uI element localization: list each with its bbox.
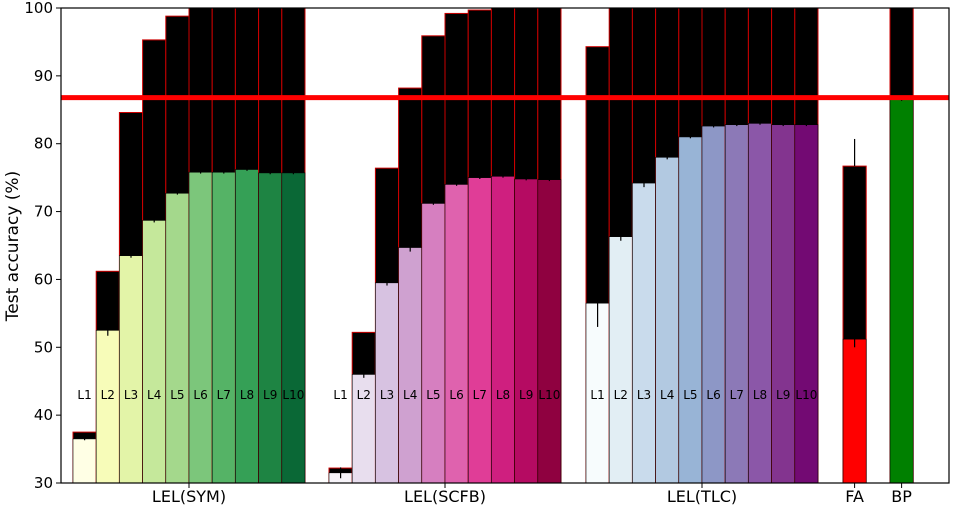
value-bar [119, 255, 143, 484]
value-bar [724, 124, 749, 484]
value-bar [211, 171, 236, 484]
layer-label: L9 [263, 388, 277, 402]
layer-label: L1 [333, 388, 347, 402]
layer-label: L7 [217, 388, 231, 402]
value-bar [748, 123, 772, 484]
y-axis-label: Test accuracy (%) [3, 171, 23, 322]
layer-label: L8 [240, 388, 254, 402]
value-bar [632, 182, 656, 484]
layer-label: L5 [426, 388, 440, 402]
value-bar [142, 220, 167, 484]
plot-frame [60, 7, 950, 484]
layer-label: L6 [193, 388, 207, 402]
value-bar [655, 156, 680, 484]
y-tick-label: 40 [34, 406, 53, 424]
value-bar [188, 171, 213, 484]
layer-label: L1 [77, 388, 91, 402]
y-tick-label: 50 [34, 338, 53, 356]
value-bar [537, 179, 562, 484]
value-bar [491, 175, 515, 484]
value-bar [281, 172, 306, 484]
y-tick-label: 90 [34, 67, 53, 85]
value-bar [608, 236, 633, 484]
layer-label: L8 [496, 388, 510, 402]
y-tick-label: 60 [34, 270, 53, 288]
value-bar [258, 172, 283, 484]
layer-label: L3 [380, 388, 394, 402]
x-tick-label: LEL(SYM) [152, 487, 226, 506]
x-tick-label: LEL(SCFB) [404, 487, 486, 506]
value-bar [235, 169, 259, 484]
value-bar [444, 184, 469, 484]
layer-label: L2 [357, 388, 371, 402]
layer-label: L4 [147, 388, 161, 402]
bar-group: L1 L2 L3 L4 L5 L6 L7 L8 L9 L10 [585, 7, 819, 484]
value-bar [889, 99, 914, 484]
y-tick-label: 80 [34, 135, 53, 153]
layer-label: L7 [473, 388, 487, 402]
bar-group [889, 7, 914, 484]
layer-label: L9 [519, 388, 533, 402]
layer-label: L5 [683, 388, 697, 402]
layer-label: L3 [124, 388, 138, 402]
layer-label: L3 [637, 388, 651, 402]
layer-label: L2 [101, 388, 115, 402]
y-tick-label: 30 [34, 474, 53, 492]
layer-label: L9 [776, 388, 790, 402]
value-bar [95, 330, 120, 484]
value-bar [842, 338, 867, 484]
layer-label: L1 [590, 388, 604, 402]
value-bar [375, 282, 399, 484]
bar-group [842, 138, 867, 484]
x-tick-label: FA [845, 487, 864, 506]
value-bar [467, 177, 492, 484]
layer-label: L4 [660, 388, 674, 402]
x-tick-label: BP [891, 487, 912, 506]
layer-label: L10 [282, 388, 304, 402]
value-bar [794, 124, 819, 484]
layer-label: L7 [730, 388, 744, 402]
axes-layer: LEL(SYM) LEL(SCFB) LEL(TLC) FA BP 30 40 50 60 70 8… [24, 0, 950, 506]
bar-group: L1 L2 L3 L4 L5 L6 L7 L8 L9 L10 [328, 7, 562, 484]
layer-label: L4 [403, 388, 417, 402]
value-bar [165, 192, 190, 484]
value-bar [421, 203, 446, 484]
layer-label: L5 [170, 388, 184, 402]
layer-label: L2 [614, 388, 628, 402]
value-bar [678, 136, 703, 484]
value-bar [398, 247, 423, 484]
bars-layer: L1 L2 L3 L4 L5 L6 L7 L8 L9 L10 L1 L2 L3 L4 L5 L6 L7 L8 L9 L… [72, 7, 914, 484]
x-tick-label: LEL(TLC) [667, 487, 737, 506]
y-tick-label: 70 [34, 203, 53, 221]
layer-label: L6 [706, 388, 720, 402]
layer-label: L10 [795, 388, 817, 402]
layer-label: L8 [753, 388, 767, 402]
value-bar [514, 178, 539, 484]
value-bar [771, 124, 796, 484]
y-tick-label: 100 [24, 0, 53, 17]
layer-label: L10 [538, 388, 560, 402]
layer-label: L6 [449, 388, 463, 402]
value-bar [701, 125, 726, 484]
bar-group: L1 L2 L3 L4 L5 L6 L7 L8 L9 L10 [72, 7, 306, 484]
value-bar [72, 438, 97, 484]
